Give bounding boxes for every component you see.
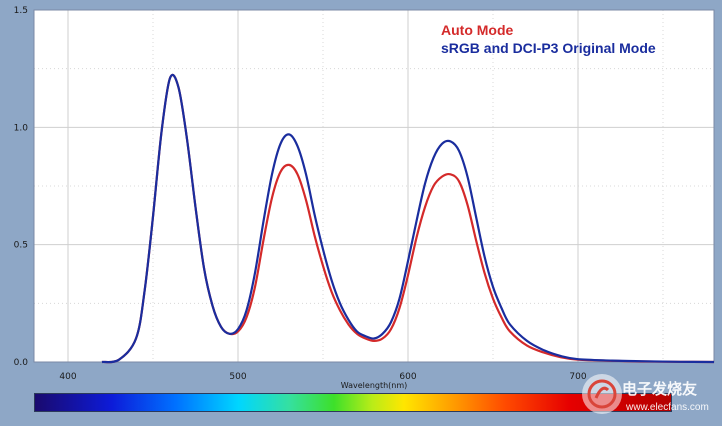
plot-border: [33, 9, 715, 363]
y-tick-label: 0.0: [14, 358, 29, 368]
x-axis-label: Wavelength(nm): [341, 381, 408, 390]
x-tick-label: 400: [59, 372, 76, 382]
x-tick-label: 600: [399, 372, 416, 382]
legend: Auto Mode sRGB and DCI-P3 Original Mode: [441, 22, 656, 56]
visible-spectrum-bar: [34, 393, 672, 412]
x-tick-label: 500: [229, 372, 246, 382]
axes: 400 500 600 700 0.0 0.5 1.0 1.5: [14, 6, 715, 382]
y-tick-label: 1.0: [14, 123, 29, 133]
x-tick-label: 700: [569, 372, 586, 382]
y-tick-label: 1.5: [14, 6, 28, 16]
watermark-brand-text: 电子发烧友: [622, 380, 698, 398]
legend-entry: sRGB and DCI-P3 Original Mode: [441, 40, 656, 56]
watermark: 电子发烧友 www.elecfans.com: [578, 372, 720, 422]
legend-entry: Auto Mode: [441, 22, 514, 38]
watermark-url-text: www.elecfans.com: [626, 402, 709, 413]
watermark-logo-icon: [582, 374, 622, 414]
y-tick-label: 0.5: [14, 241, 28, 251]
series-group: [101, 73, 715, 364]
series-line-srgb-dci-p3-original-mode: [101, 73, 715, 364]
